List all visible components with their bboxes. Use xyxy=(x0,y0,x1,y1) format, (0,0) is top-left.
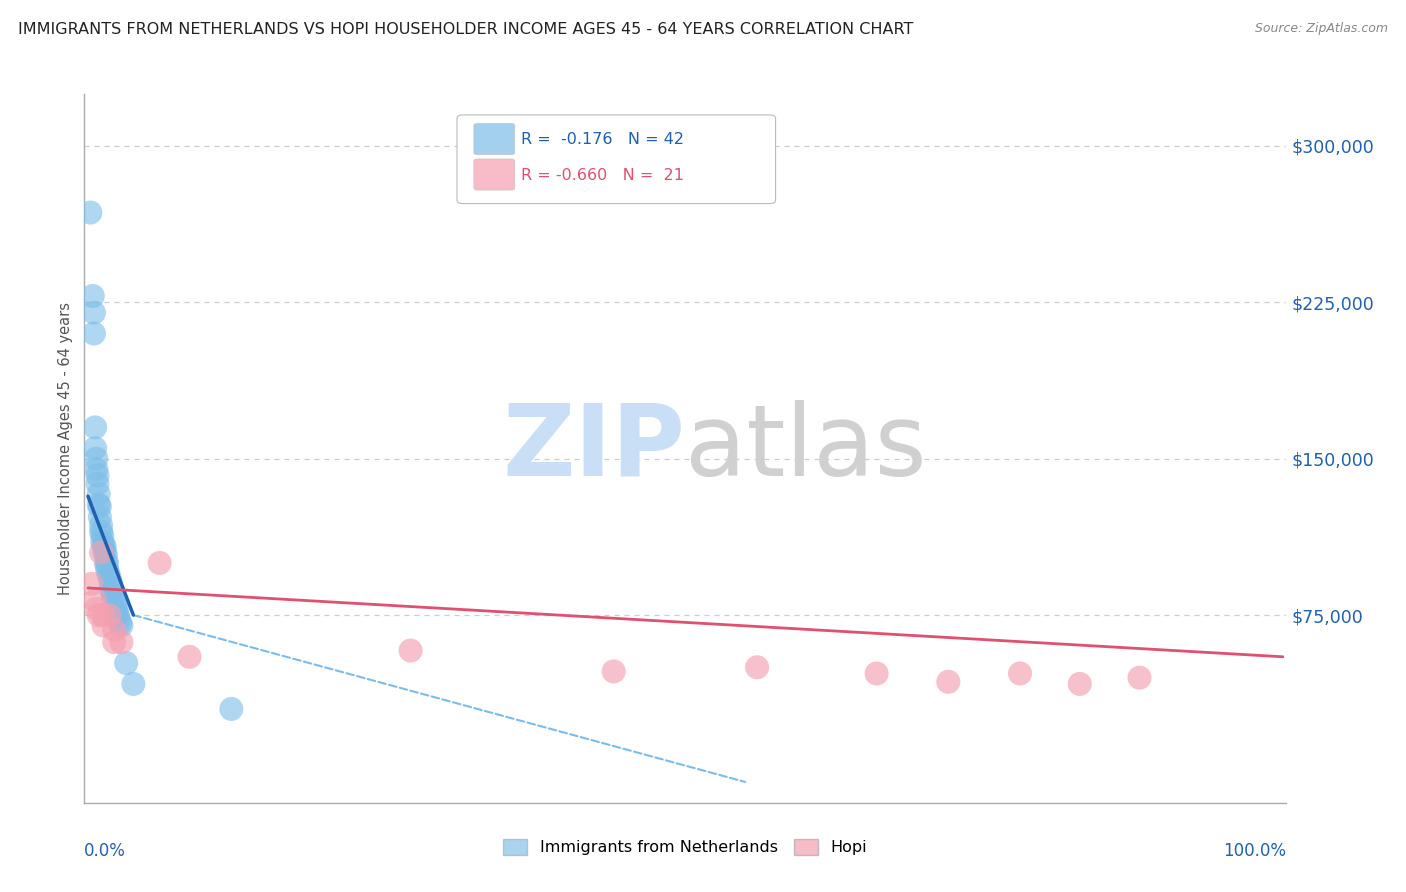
Point xyxy=(104,598,127,612)
Point xyxy=(87,608,110,623)
Point xyxy=(87,487,110,501)
Point xyxy=(84,420,107,434)
Point xyxy=(93,608,115,623)
Point xyxy=(399,643,422,657)
Point xyxy=(745,660,768,674)
Point xyxy=(89,500,111,514)
Point xyxy=(97,566,120,581)
Point xyxy=(179,649,201,664)
Point xyxy=(98,570,121,584)
Legend: Immigrants from Netherlands, Hopi: Immigrants from Netherlands, Hopi xyxy=(503,838,868,855)
Point xyxy=(936,674,959,689)
Point xyxy=(93,545,115,559)
Point xyxy=(101,590,124,604)
Point xyxy=(86,476,108,491)
Point xyxy=(103,623,125,637)
Point xyxy=(93,539,115,553)
Point xyxy=(1069,677,1091,691)
Text: atlas: atlas xyxy=(686,400,927,497)
Point xyxy=(865,666,887,681)
Point xyxy=(103,593,125,607)
FancyBboxPatch shape xyxy=(457,115,776,203)
FancyBboxPatch shape xyxy=(474,123,515,154)
Point xyxy=(90,518,112,533)
Point xyxy=(108,616,131,631)
Point xyxy=(82,289,104,303)
FancyBboxPatch shape xyxy=(474,159,515,190)
Point xyxy=(108,612,131,626)
Point xyxy=(79,205,101,219)
Point xyxy=(84,441,107,455)
Point xyxy=(221,702,243,716)
Point xyxy=(94,548,117,562)
Point xyxy=(107,608,129,623)
Point xyxy=(90,524,112,539)
Text: ZIP: ZIP xyxy=(502,400,686,497)
Point xyxy=(110,618,132,632)
Text: Source: ZipAtlas.com: Source: ZipAtlas.com xyxy=(1254,22,1388,36)
Point xyxy=(115,656,138,670)
Point xyxy=(90,545,112,559)
Point xyxy=(103,635,125,649)
Point xyxy=(87,498,110,512)
Point xyxy=(98,608,121,623)
Point xyxy=(86,468,108,483)
Point xyxy=(100,581,122,595)
Text: R =  -0.176   N = 42: R = -0.176 N = 42 xyxy=(520,132,683,147)
Y-axis label: Householder Income Ages 45 - 64 years: Householder Income Ages 45 - 64 years xyxy=(58,301,73,595)
Point xyxy=(110,635,132,649)
Text: 0.0%: 0.0% xyxy=(84,842,127,860)
Point xyxy=(105,602,128,616)
Point xyxy=(91,535,114,549)
Point xyxy=(105,606,128,620)
Point xyxy=(94,556,117,570)
Text: 100.0%: 100.0% xyxy=(1223,842,1286,860)
Point xyxy=(84,451,107,466)
Point xyxy=(96,556,118,570)
Point xyxy=(84,462,107,476)
Text: IMMIGRANTS FROM NETHERLANDS VS HOPI HOUSEHOLDER INCOME AGES 45 - 64 YEARS CORREL: IMMIGRANTS FROM NETHERLANDS VS HOPI HOUS… xyxy=(18,22,914,37)
Point xyxy=(83,306,105,320)
Point xyxy=(1008,666,1031,681)
Point xyxy=(83,326,105,341)
Point xyxy=(84,602,107,616)
Point xyxy=(149,556,172,570)
Point xyxy=(603,665,626,679)
Point xyxy=(96,562,118,576)
Point xyxy=(84,593,107,607)
Point xyxy=(91,529,114,543)
Point xyxy=(89,510,111,524)
Point xyxy=(93,618,115,632)
Text: R = -0.660   N =  21: R = -0.660 N = 21 xyxy=(520,168,683,183)
Point xyxy=(1128,671,1150,685)
Point xyxy=(93,539,115,553)
Point xyxy=(101,585,124,599)
Point xyxy=(122,677,145,691)
Point xyxy=(80,576,103,591)
Point xyxy=(100,574,122,589)
